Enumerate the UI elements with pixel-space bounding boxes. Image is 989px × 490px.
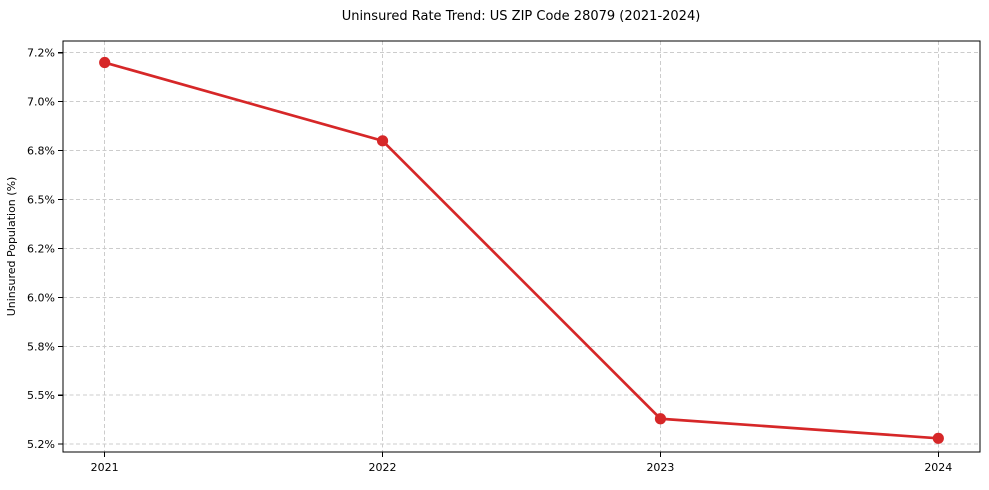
data-point-2024	[932, 432, 944, 444]
y-axis-label: Uninsured Population (%)	[5, 177, 18, 317]
y-tick-label: 6.8%	[27, 145, 55, 158]
y-tick-label: 7.0%	[27, 96, 55, 109]
grid-layer	[63, 41, 980, 452]
y-tick-label: 6.2%	[27, 242, 55, 255]
chart-title: Uninsured Rate Trend: US ZIP Code 28079 …	[342, 9, 701, 24]
data-point-2023	[654, 413, 667, 425]
trend-series	[99, 56, 944, 444]
y-tick-label: 5.2%	[27, 438, 55, 451]
y-tick-label: 6.0%	[27, 291, 55, 304]
tick-label-layer: 5.2% 5.5% 5.8% 6.0% 6.2% 6.5% 6.8% 7.0% 7.2% 2021…	[27, 47, 952, 474]
tick-layer	[58, 52, 939, 457]
y-tick-label: 6.5%	[27, 194, 55, 207]
x-tick-label: 2022	[369, 461, 397, 474]
y-tick-label: 5.8%	[27, 340, 55, 353]
y-tick-label: 7.2%	[27, 47, 55, 60]
data-point-2022	[376, 135, 389, 147]
y-tick-label: 5.5%	[27, 389, 55, 402]
plot-border	[62, 40, 981, 453]
x-tick-label: 2021	[91, 461, 119, 474]
trend-line	[103, 61, 940, 440]
x-tick-label: 2024	[924, 461, 952, 474]
x-tick-label: 2023	[646, 461, 674, 474]
data-point-2021	[99, 56, 111, 69]
